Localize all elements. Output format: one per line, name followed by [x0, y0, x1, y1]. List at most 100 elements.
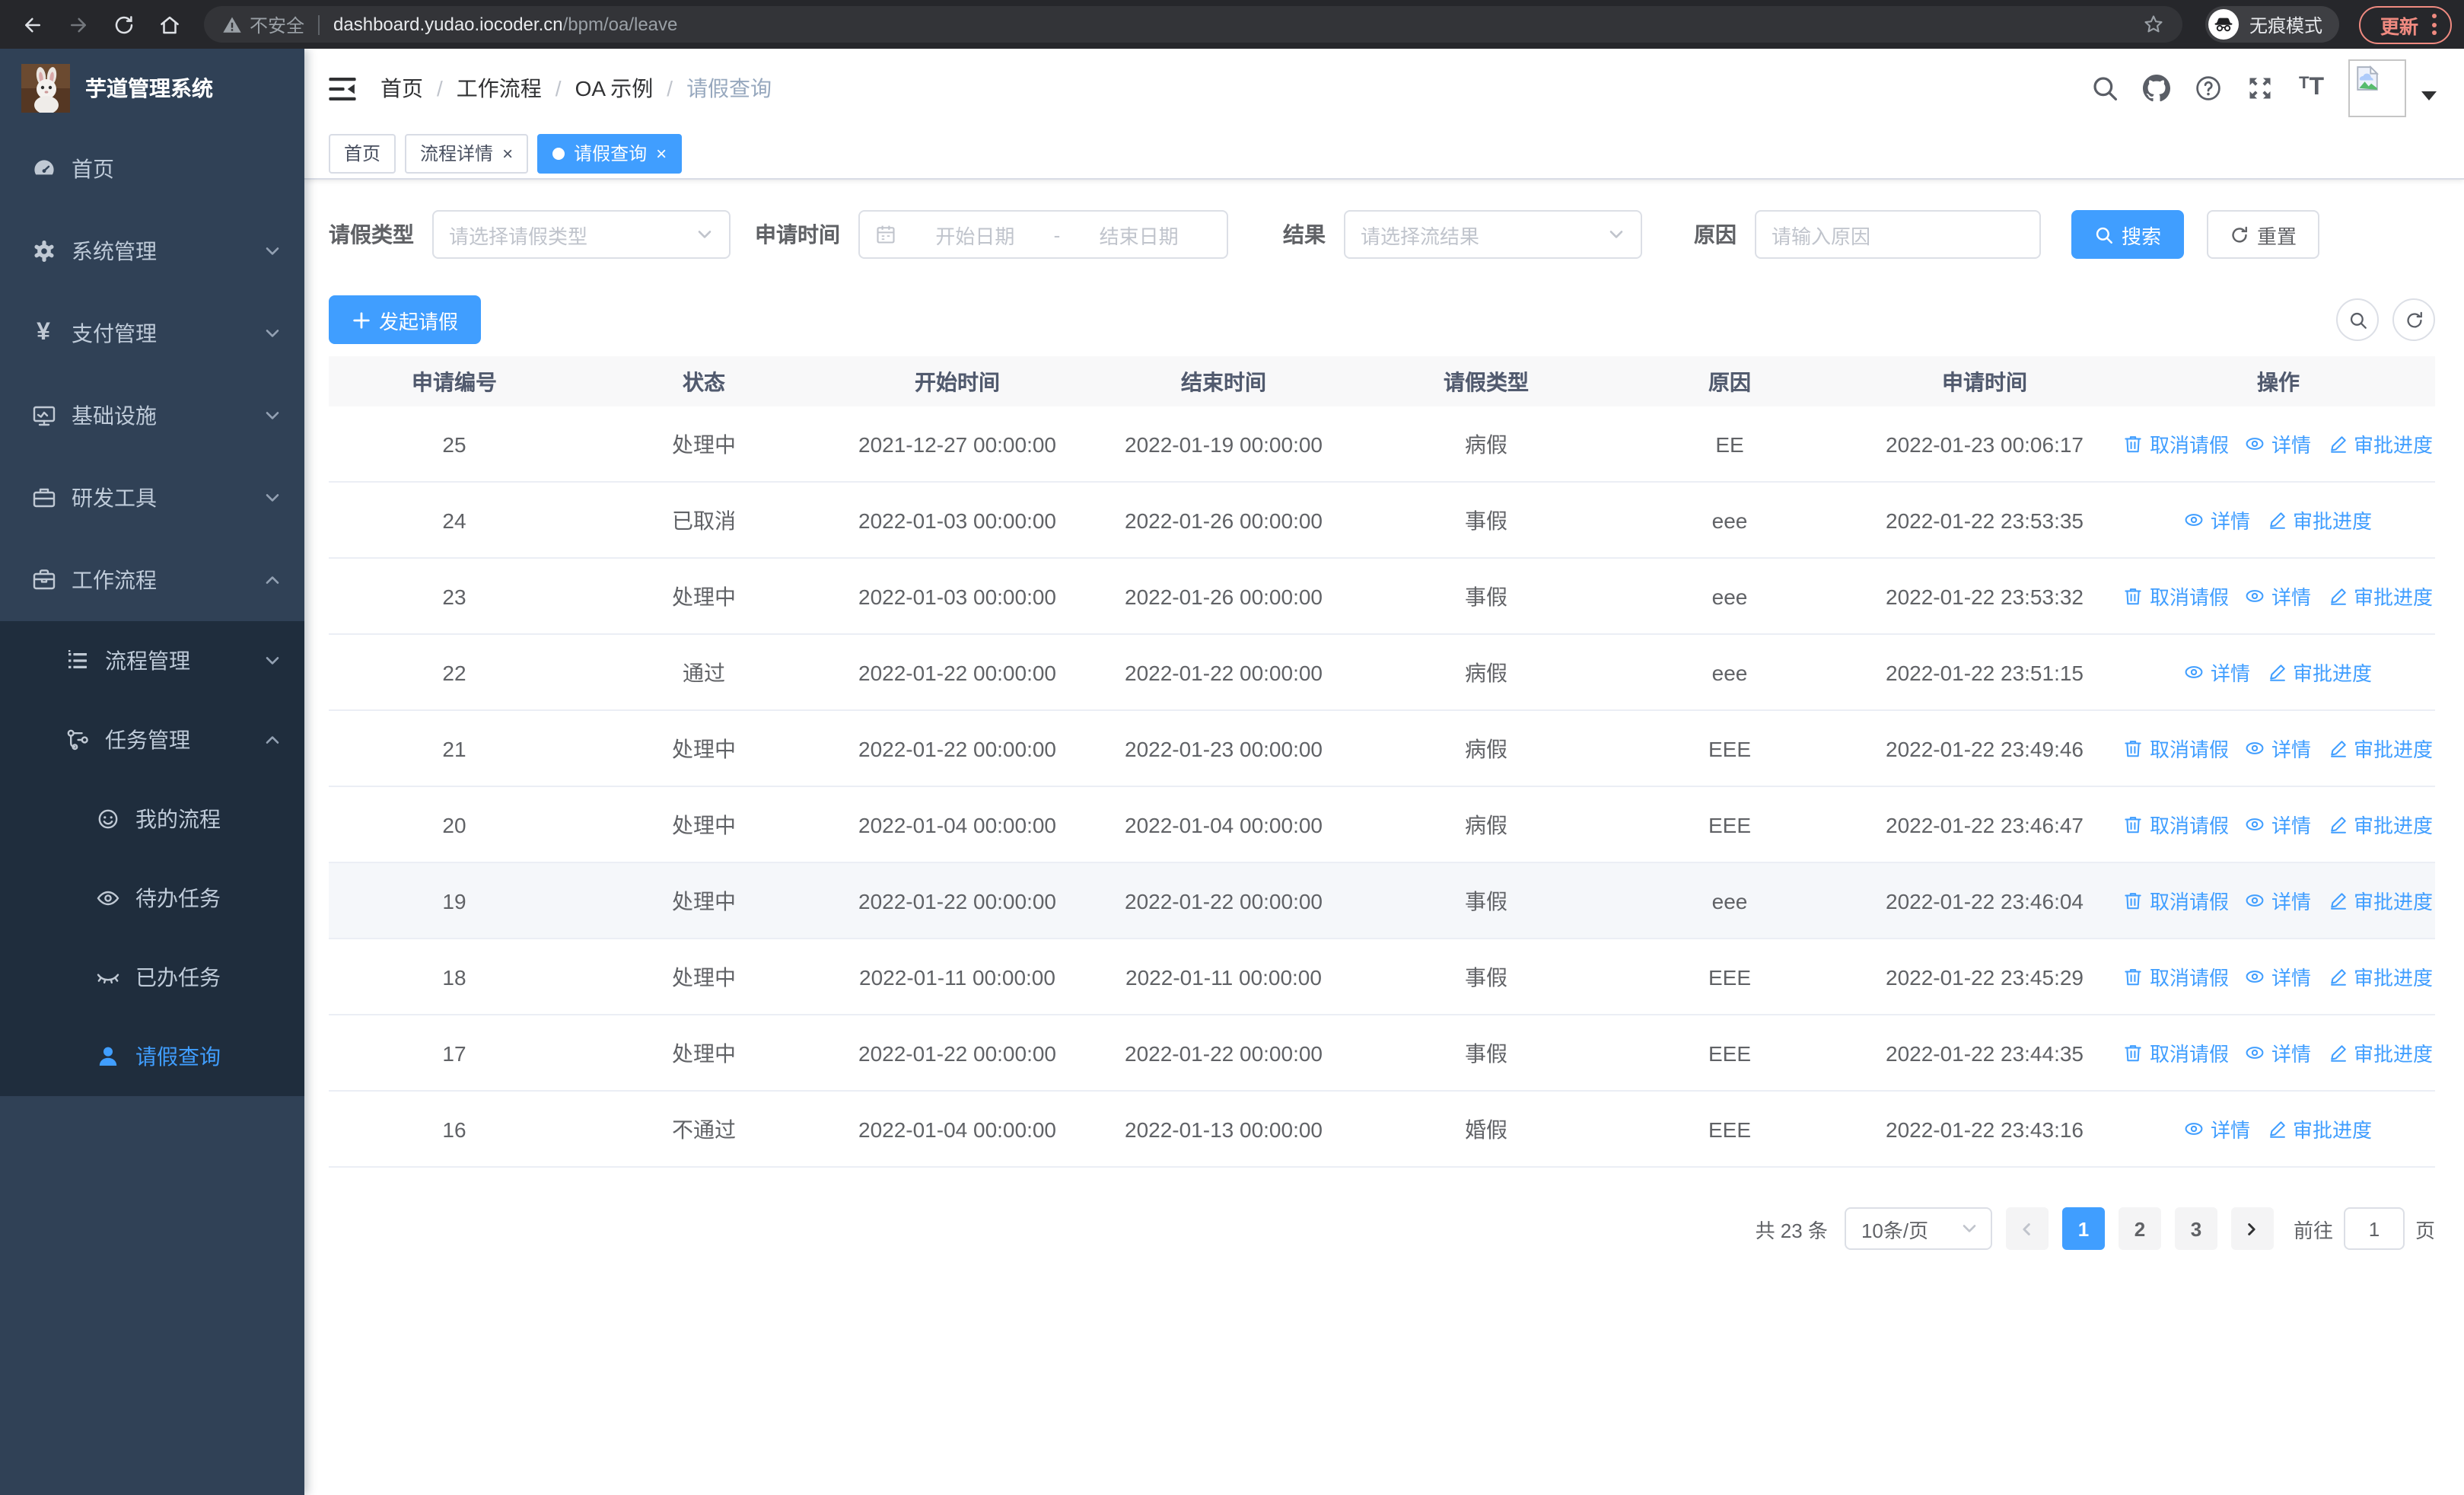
next-page-button[interactable]: [2230, 1207, 2274, 1250]
prev-page-button[interactable]: [2005, 1207, 2049, 1250]
table-cell: 2022-01-26 00:00:00: [1125, 584, 1323, 608]
sidebar-item-process-mgmt[interactable]: 流程管理: [0, 621, 304, 700]
breadcrumb-item[interactable]: 首页: [380, 76, 423, 100]
action-progress-link[interactable]: 审批进度: [2328, 734, 2433, 763]
action-progress-link[interactable]: 审批进度: [2267, 505, 2372, 534]
create-leave-button[interactable]: 发起请假: [329, 295, 482, 344]
action-detail-link[interactable]: 详情: [2185, 1114, 2250, 1143]
sidebar-logo[interactable]: 芋道管理系统: [0, 49, 304, 128]
eye-icon: [2185, 1123, 2204, 1135]
action-progress-link[interactable]: 审批进度: [2328, 962, 2433, 991]
action-detail-link[interactable]: 详情: [2246, 429, 2311, 458]
avatar[interactable]: [2348, 59, 2406, 117]
search-button[interactable]: 搜索: [2071, 210, 2185, 259]
sidebar-item-done-tasks[interactable]: 已办任务: [0, 938, 304, 1017]
close-icon[interactable]: ×: [502, 142, 514, 164]
github-icon[interactable]: [2143, 75, 2171, 102]
table-cell: 2022-01-22 23:46:04: [1886, 888, 2084, 913]
toggle-search-button[interactable]: [2336, 298, 2379, 341]
search-icon[interactable]: [2092, 75, 2119, 102]
table-cell: 2022-01-22 23:44:35: [1886, 1041, 2084, 1065]
browser-menu-icon[interactable]: [2432, 14, 2437, 35]
reload-icon[interactable]: [103, 5, 143, 44]
page-size-select[interactable]: 10条/页: [1844, 1207, 1992, 1250]
chevron-down-icon: [263, 242, 282, 260]
close-icon[interactable]: ×: [656, 142, 667, 164]
breadcrumb-item[interactable]: OA 示例: [575, 76, 654, 100]
page-button-1[interactable]: 1: [2061, 1207, 2105, 1250]
sidebar-item-payment[interactable]: ¥ 支付管理: [0, 292, 304, 375]
tab-leave-query[interactable]: 请假查询 ×: [537, 133, 683, 173]
sidebar-item-todo-tasks[interactable]: 待办任务: [0, 859, 304, 938]
eye-icon: [2246, 971, 2265, 983]
page-button-2[interactable]: 2: [2118, 1207, 2161, 1250]
action-progress-link[interactable]: 审批进度: [2328, 886, 2433, 915]
tab-process-detail[interactable]: 流程详情 ×: [405, 133, 529, 173]
sidebar-item-leave-query[interactable]: 请假查询: [0, 1017, 304, 1096]
home-icon[interactable]: [149, 5, 189, 44]
eye-closed-icon: [94, 964, 120, 990]
action-cancel-link[interactable]: 取消请假: [2124, 886, 2229, 915]
action-label: 取消请假: [2149, 738, 2229, 761]
action-progress-link[interactable]: 审批进度: [2328, 810, 2433, 839]
sidebar-item-workflow[interactable]: 工作流程: [0, 539, 304, 621]
action-detail-link[interactable]: 详情: [2246, 886, 2311, 915]
chevron-down-icon: [263, 406, 282, 425]
action-cancel-link[interactable]: 取消请假: [2124, 810, 2229, 839]
result-select[interactable]: 请选择流结果: [1344, 210, 1642, 259]
action-cancel-link[interactable]: 取消请假: [2124, 962, 2229, 991]
fullscreen-icon[interactable]: [2247, 75, 2275, 102]
action-cancel-link[interactable]: 取消请假: [2124, 1038, 2229, 1067]
apply-time-range-picker[interactable]: 开始日期 - 结束日期: [858, 210, 1228, 259]
action-detail-link[interactable]: 详情: [2246, 810, 2311, 839]
sidebar-item-system[interactable]: 系统管理: [0, 210, 304, 292]
address-bar[interactable]: 不安全 dashboard.yudao.iocoder.cn/bpm/oa/le…: [204, 6, 2182, 43]
leave-type-label: 请假类型: [329, 222, 414, 247]
action-detail-link[interactable]: 详情: [2185, 658, 2250, 687]
breadcrumb-item[interactable]: 工作流程: [456, 76, 542, 100]
action-cancel-link[interactable]: 取消请假: [2124, 734, 2229, 763]
action-progress-link[interactable]: 审批进度: [2328, 1038, 2433, 1067]
action-detail-link[interactable]: 详情: [2185, 505, 2250, 534]
action-detail-link[interactable]: 详情: [2246, 734, 2311, 763]
bookmark-star-icon[interactable]: [2143, 14, 2164, 35]
sidebar-item-home[interactable]: 首页: [0, 128, 304, 210]
sidebar-item-task-mgmt[interactable]: 任务管理: [0, 700, 304, 779]
table-row: 18 处理中 2022-01-11 00:00:00 2022-01-11 00:00…: [329, 939, 2435, 1015]
action-detail-link[interactable]: 详情: [2246, 1038, 2311, 1067]
back-icon[interactable]: [12, 5, 52, 44]
action-progress-link[interactable]: 审批进度: [2267, 1114, 2372, 1143]
table-row: 22 通过 2022-01-22 00:00:00 2022-01-22 00:00:…: [329, 635, 2435, 711]
eye-icon: [2246, 742, 2265, 754]
action-progress-link[interactable]: 审批进度: [2328, 429, 2433, 458]
breadcrumb-separator: /: [667, 76, 673, 100]
help-icon[interactable]: [2195, 75, 2223, 102]
sidebar-fold-icon[interactable]: [329, 77, 356, 100]
sidebar-item-infra[interactable]: 基础设施: [0, 375, 304, 457]
tab-home[interactable]: 首页: [329, 133, 396, 173]
action-detail-link[interactable]: 详情: [2246, 582, 2311, 610]
avatar-caret-icon[interactable]: [2421, 91, 2437, 100]
page-button-3[interactable]: 3: [2174, 1207, 2217, 1250]
reset-button[interactable]: 重置: [2207, 210, 2320, 259]
forward-icon[interactable]: [58, 5, 97, 44]
action-cancel-link[interactable]: 取消请假: [2124, 429, 2229, 458]
action-progress-link[interactable]: 审批进度: [2267, 658, 2372, 687]
action-detail-link[interactable]: 详情: [2246, 962, 2311, 991]
pen-icon: [2269, 512, 2284, 529]
apply-time-label: 申请时间: [755, 222, 840, 247]
sidebar-item-devtools[interactable]: 研发工具: [0, 457, 304, 539]
goto-page-input[interactable]: [2343, 1207, 2405, 1250]
table-cell: 2022-01-03 00:00:00: [858, 508, 1056, 532]
sidebar-item-my-process[interactable]: 我的流程: [0, 779, 304, 859]
action-progress-link[interactable]: 审批进度: [2328, 582, 2433, 610]
leave-type-select[interactable]: 请选择请假类型: [432, 210, 731, 259]
table-cell: 2022-01-22 00:00:00: [858, 1041, 1056, 1065]
reason-input[interactable]: 请输入原因: [1755, 210, 2041, 259]
browser-update-button[interactable]: 更新: [2358, 5, 2452, 43]
action-cancel-link[interactable]: 取消请假: [2124, 582, 2229, 610]
security-warning[interactable]: 不安全: [222, 11, 304, 37]
refresh-table-button[interactable]: [2392, 298, 2435, 341]
sidebar-item-label: 待办任务: [135, 886, 221, 910]
